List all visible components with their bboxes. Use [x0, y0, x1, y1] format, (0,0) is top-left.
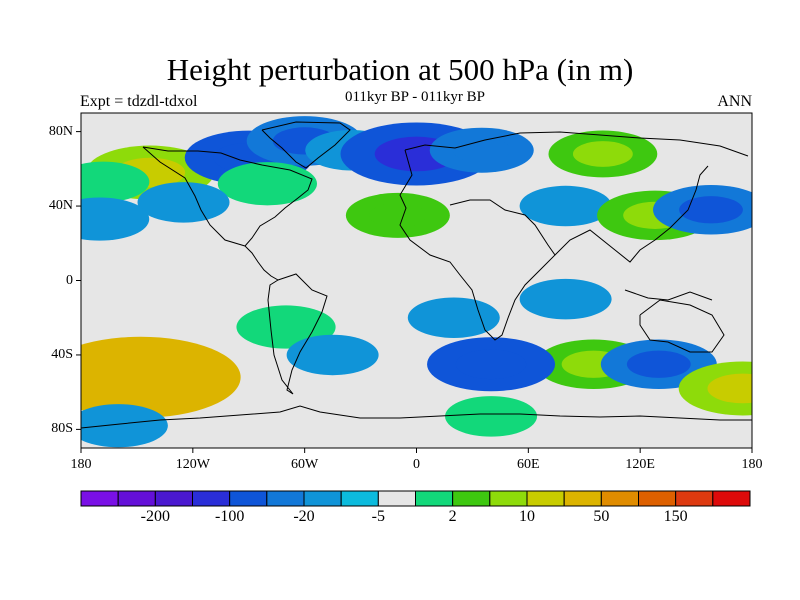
x-tick-label-5: 120E — [625, 457, 655, 472]
colorbar-label-5: 10 — [519, 508, 535, 525]
field-anomaly-17 — [519, 278, 612, 320]
field-anomaly-6 — [137, 182, 230, 223]
experiment-label: Expt = tdzdl-tdxol — [80, 93, 198, 110]
field-anomaly-16 — [407, 297, 500, 338]
colorbar-swatch-5 — [266, 490, 305, 507]
y-tick-label-4: 80S — [51, 421, 73, 437]
field-anomaly-core-10 — [572, 141, 633, 167]
colorbar-swatch-8 — [377, 490, 417, 507]
colorbar-swatch-2 — [154, 490, 193, 507]
colorbar-swatch-13 — [563, 490, 602, 507]
colorbar-swatch-14 — [600, 490, 639, 507]
x-tick-label-3: 0 — [413, 457, 420, 472]
colorbar-swatch-12 — [526, 490, 565, 507]
colorbar-label-0: -200 — [140, 508, 170, 525]
field-anomaly-23 — [445, 396, 538, 437]
colorbar-swatch-17 — [712, 490, 751, 507]
coastline-australia — [639, 299, 725, 353]
y-tick-label-1: 40N — [48, 198, 73, 214]
season-label: ANN — [717, 93, 752, 110]
coastline-antarctica — [81, 405, 752, 429]
chart-subtitle: 011kyr BP - 011kyr BP — [344, 89, 485, 105]
colorbar-label-1: -100 — [214, 508, 245, 525]
colorbar-swatch-0 — [80, 490, 119, 507]
field-anomaly-22 — [286, 334, 379, 376]
coastline-asia-south — [554, 165, 709, 263]
x-tick-label-0: 180 — [70, 457, 92, 472]
colorbar-swatch-16 — [675, 490, 714, 507]
y-tick-label-2: 0 — [66, 272, 73, 288]
colorbar-label-7: 150 — [663, 508, 688, 525]
coastline-north-america — [142, 146, 313, 281]
coastline-greenland — [261, 121, 351, 169]
colorbar-label-3: -5 — [371, 508, 385, 525]
field-anomaly-core-13 — [679, 196, 743, 224]
colorbar-swatch-1 — [117, 490, 156, 507]
x-tick-label-1: 120W — [175, 457, 210, 472]
colorbar-swatch-7 — [340, 490, 379, 507]
field-anomaly-core-19 — [626, 350, 691, 378]
y-tick-label-3: 40S — [51, 346, 73, 362]
field-anomaly-core-20 — [85, 355, 196, 400]
axis-ticks — [76, 131, 753, 453]
colorbar-swatch-9 — [415, 490, 454, 507]
colorbar-swatch-15 — [638, 490, 677, 507]
colorbar-swatch-10 — [452, 490, 491, 507]
field-anomaly-1 — [81, 161, 150, 203]
x-tick-label-4: 60E — [517, 457, 540, 472]
x-tick-label-2: 60W — [291, 457, 319, 472]
field-anomaly-14 — [81, 197, 150, 241]
chart-title: Height perturbation at 500 hPa (in m) — [166, 52, 634, 87]
colorbar-label-4: 2 — [448, 508, 457, 525]
field-anomaly-core-25 — [707, 373, 752, 404]
colorbar-swatch-3 — [192, 490, 231, 507]
coastline-europe-africa — [399, 149, 556, 341]
field-anomaly-core-9 — [453, 137, 511, 163]
x-tick-label-6: 180 — [741, 457, 763, 472]
colorbar-swatch-4 — [229, 490, 268, 507]
field-anomaly-5 — [217, 162, 317, 206]
field-anomaly-11 — [519, 185, 612, 227]
coastline-indonesia — [624, 289, 713, 301]
y-tick-label-0: 80N — [48, 123, 73, 139]
coastline-eurasia-north — [404, 131, 749, 157]
coastlines — [81, 121, 752, 429]
field-anomaly-core-8 — [369, 202, 427, 228]
colorbar-label-6: 50 — [593, 508, 610, 525]
colorbar-swatch-11 — [489, 490, 528, 507]
coastline-north-america-west — [142, 146, 246, 247]
coastline-south-america — [267, 273, 328, 395]
colorbar — [80, 490, 751, 507]
colorbar-swatch-6 — [303, 490, 342, 507]
field-anomaly-core-21 — [455, 349, 527, 380]
colorbar-label-2: -20 — [293, 508, 315, 525]
height-field — [81, 113, 752, 448]
field-anomaly-24 — [81, 404, 168, 448]
